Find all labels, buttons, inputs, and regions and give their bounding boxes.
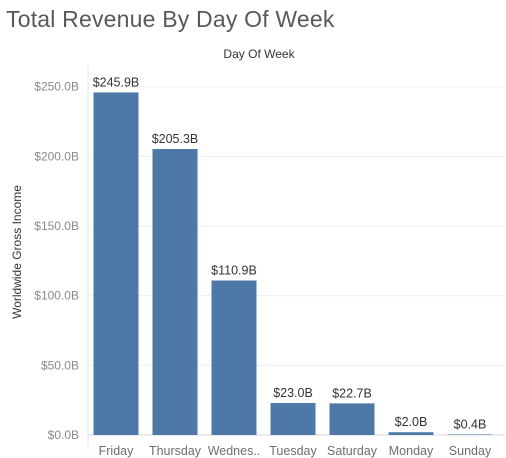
bar xyxy=(270,402,316,435)
y-tick-label: $100.0B xyxy=(34,289,79,303)
data-label: $2.0B xyxy=(395,415,428,429)
bar xyxy=(211,280,257,435)
bar xyxy=(93,92,139,436)
y-tick-label: $250.0B xyxy=(34,80,79,94)
y-axis-title: Worldwide Gross Income xyxy=(10,185,24,319)
data-label: $0.4B xyxy=(454,417,487,431)
x-tick-label: Monday xyxy=(389,444,434,458)
y-tick-label: $150.0B xyxy=(34,219,79,233)
bar xyxy=(152,148,198,435)
y-tick-label: $50.0B xyxy=(41,358,79,372)
column-header: Day Of Week xyxy=(223,47,295,61)
data-label: $110.9B xyxy=(211,264,257,278)
bar xyxy=(388,432,434,435)
x-tick-label: Wednes.. xyxy=(208,444,261,458)
data-label: $205.3B xyxy=(152,132,199,146)
x-tick-label: Thursday xyxy=(149,444,202,458)
bar xyxy=(447,434,493,435)
data-label: $23.0B xyxy=(273,386,313,400)
x-tick-label: Saturday xyxy=(327,444,378,458)
y-tick-label: $0.0B xyxy=(48,428,79,442)
bar xyxy=(329,403,375,435)
x-tick-label: Sunday xyxy=(449,444,492,458)
data-label: $245.9B xyxy=(93,75,140,89)
x-tick-label: Friday xyxy=(99,444,134,458)
y-tick-label: $200.0B xyxy=(34,149,79,163)
x-tick-label: Tuesday xyxy=(269,444,317,458)
chart-title: Total Revenue By Day Of Week xyxy=(6,6,335,32)
data-label: $22.7B xyxy=(332,386,372,400)
